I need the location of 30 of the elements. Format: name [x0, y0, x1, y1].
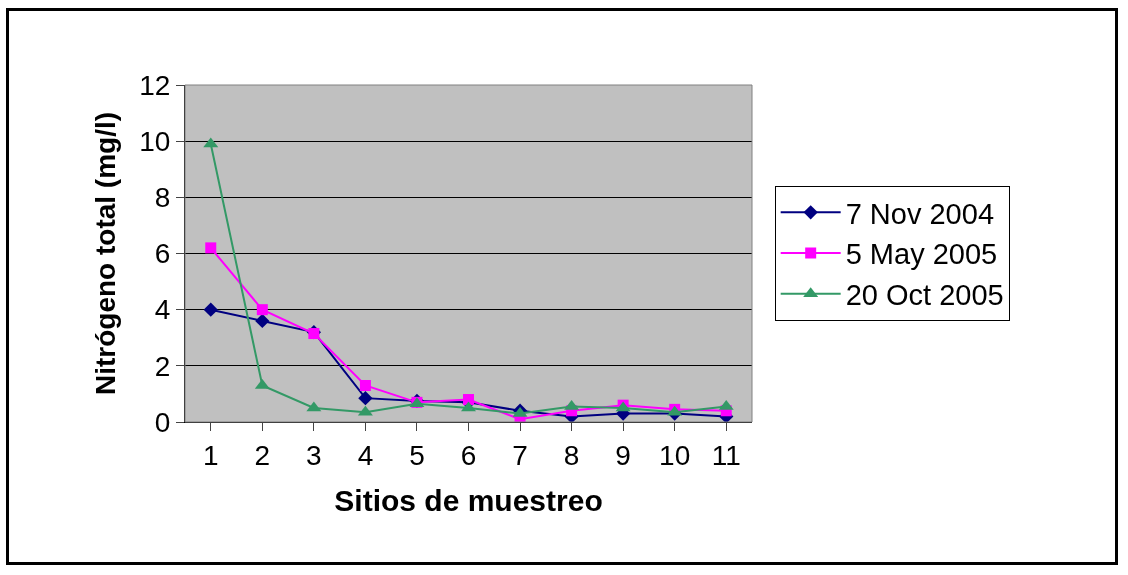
- point: [203, 302, 218, 317]
- legend-label: 20 Oct 2005: [845, 279, 1004, 312]
- legend-label: 7 Nov 2004: [845, 197, 995, 230]
- y-tick-label: 2: [154, 350, 171, 382]
- y-tick-label: 4: [154, 294, 171, 326]
- point: [256, 304, 268, 316]
- y-tick-label: 6: [154, 238, 171, 270]
- legend-label: 5 May 2005: [845, 238, 998, 271]
- x-tick-label: 9: [615, 439, 631, 471]
- y-tick-label: 8: [154, 182, 171, 214]
- x-tick-label: 8: [563, 439, 580, 471]
- point: [463, 394, 474, 406]
- point: [359, 379, 371, 391]
- x-tick-label: 10: [659, 439, 691, 471]
- x-tick-label: 3: [306, 439, 322, 471]
- y-tick-label: 0: [154, 406, 171, 438]
- x-axis-title: Sitios de muestreo: [334, 484, 603, 518]
- y-tick-label: 12: [139, 69, 171, 101]
- x-tick-label: 1: [202, 439, 219, 471]
- x-tick-label: 2: [254, 439, 271, 471]
- point: [358, 390, 373, 406]
- x-tick-label: 5: [409, 439, 425, 471]
- y-tick-label: 10: [139, 125, 171, 157]
- x-tick-label: 11: [711, 439, 741, 471]
- x-tick-label: 7: [512, 439, 528, 471]
- x-tick-label: 4: [357, 439, 374, 471]
- point: [255, 313, 270, 329]
- point: [205, 242, 217, 254]
- y-axis-title: Nitrógeno total (mg/l): [89, 111, 121, 396]
- x-tick-label: 6: [460, 439, 477, 471]
